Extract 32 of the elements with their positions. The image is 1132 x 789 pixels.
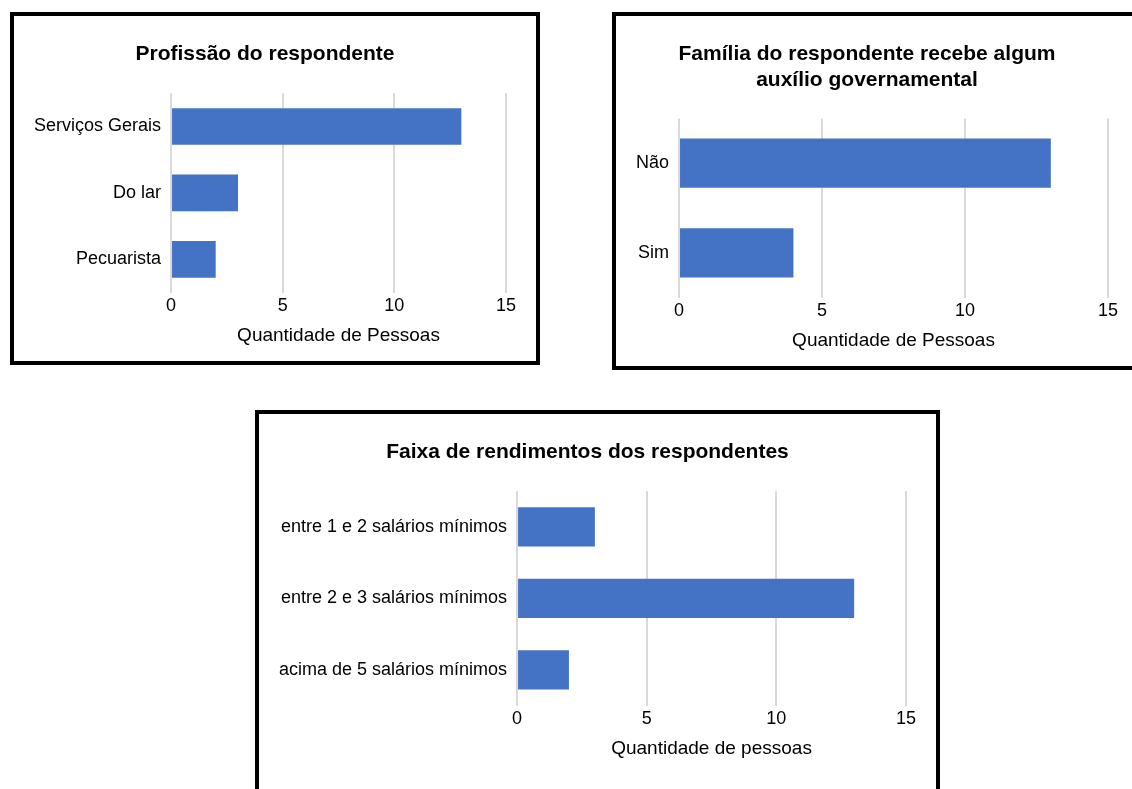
bar [172,174,239,212]
y-tick-label: acima de 5 salários mínimos [278,658,508,679]
y-tick-label: Serviços Gerais [33,115,162,136]
chart-title: Família do respondente recebe algum auxílio governamental [678,41,1056,90]
x-tick-label: 15 [495,295,517,316]
y-tick-label: entre 1 e 2 salários mínimos [280,515,508,536]
x-axis-title: Quantidade de Pessoas [237,323,440,345]
x-tick-label: 10 [766,708,787,729]
x-tick-label: 0 [512,708,523,729]
chart-title: Profissão do respondente [135,41,395,65]
x-axis-title: Quantidade de pessoas [611,736,812,758]
x-tick-label: 5 [641,708,652,729]
y-tick-label: Sim [638,241,670,262]
x-axis-title: Quantidade de Pessoas [792,328,995,350]
bar [172,241,216,278]
x-tick-label: 15 [895,708,917,729]
y-tick-label: entre 2 e 3 salários mínimos [280,587,508,608]
x-tick-label: 0 [674,300,685,321]
x-tick-label: 10 [384,295,405,316]
chart-title: Faixa de rendimentos dos respondentes [386,439,789,463]
bar [518,650,569,690]
x-tick-label: 5 [277,295,288,316]
x-tick-label: 5 [817,300,828,321]
y-tick-label: Do lar [113,181,162,202]
y-tick-label: Pecuarista [75,248,163,269]
x-tick-label: 0 [166,295,177,316]
x-tick-label: 15 [1097,300,1119,321]
bar [518,578,855,619]
bar [172,108,462,145]
y-tick-label: Não [635,152,670,173]
bar [518,507,595,547]
x-tick-label: 10 [954,300,976,321]
